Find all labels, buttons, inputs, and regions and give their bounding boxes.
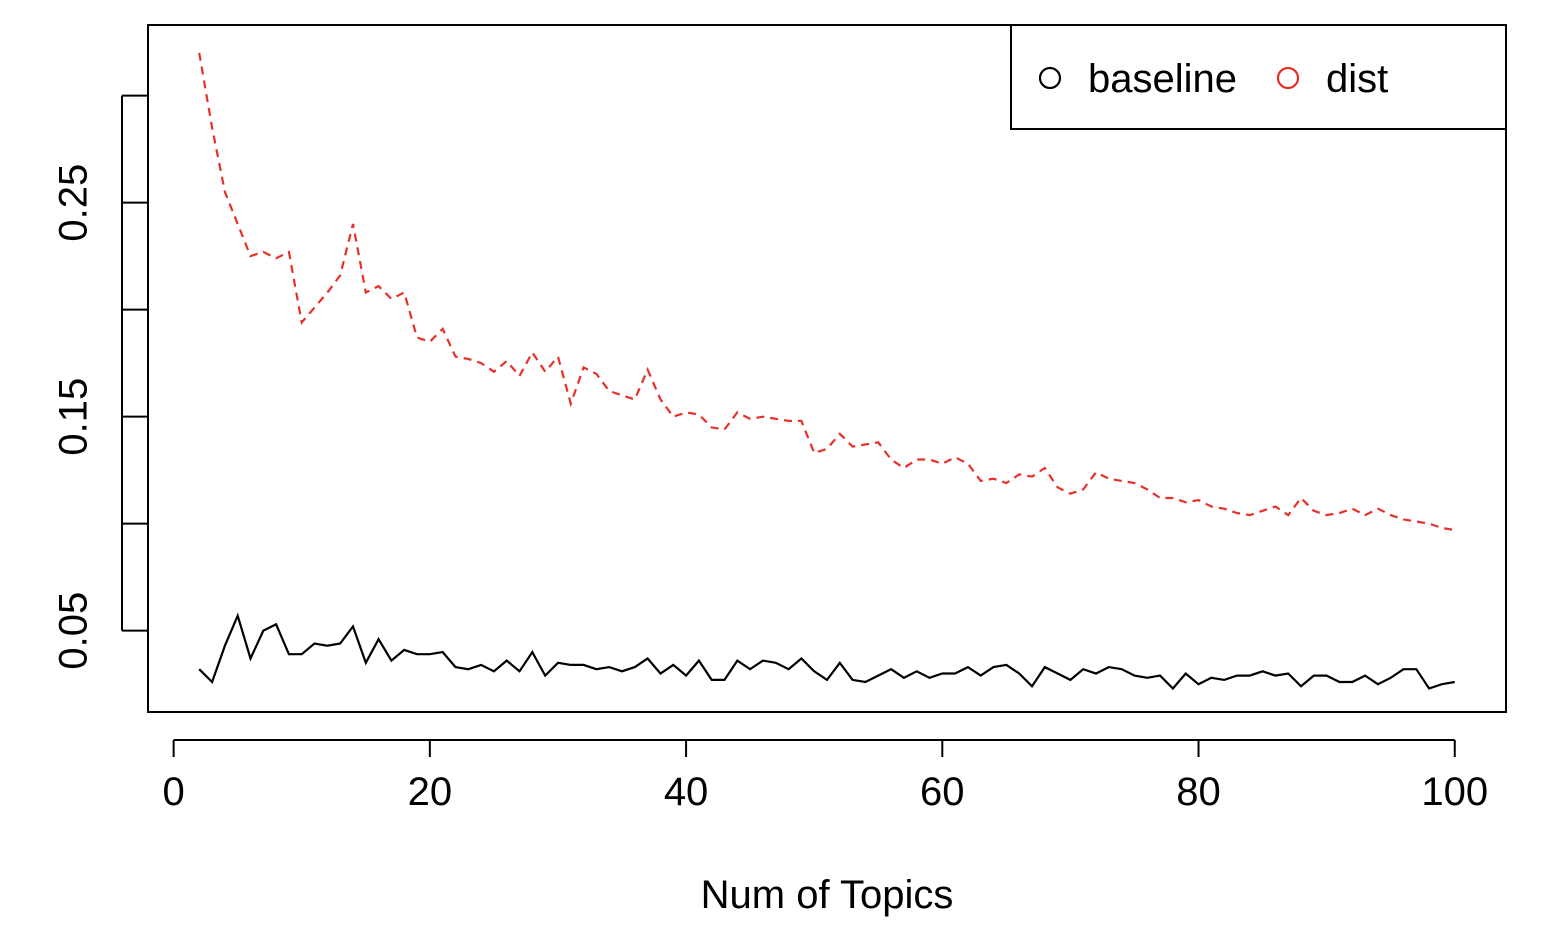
x-tick-label: 60 [920, 770, 965, 814]
y-axis: 0.05 0.15 0.25 [52, 94, 148, 670]
legend-label-baseline: baseline [1088, 57, 1237, 101]
legend-label-dist: dist [1326, 57, 1388, 101]
y-tick-label: 0.05 [52, 592, 96, 670]
x-axis-title: Num of Topics [701, 873, 954, 917]
x-tick-label: 40 [664, 770, 709, 814]
legend: baseline dist [1010, 24, 1507, 130]
x-tick-label: 100 [1421, 770, 1488, 814]
plot-frame [147, 24, 1507, 713]
plot-border [147, 24, 1507, 713]
x-tick-label: 80 [1176, 770, 1221, 814]
legend-marker-baseline [1038, 66, 1062, 90]
y-tick-label: 0.25 [52, 164, 96, 242]
series-layer [198, 52, 1455, 691]
y-tick-label: 0.15 [52, 378, 96, 456]
x-axis: 0 20 40 60 80 100 [162, 739, 1488, 814]
legend-marker-dist [1276, 66, 1300, 90]
x-tick-label: 0 [162, 770, 184, 814]
x-tick-label: 20 [408, 770, 453, 814]
legend-box [1010, 24, 1507, 130]
series-line-baseline [198, 612, 1455, 691]
